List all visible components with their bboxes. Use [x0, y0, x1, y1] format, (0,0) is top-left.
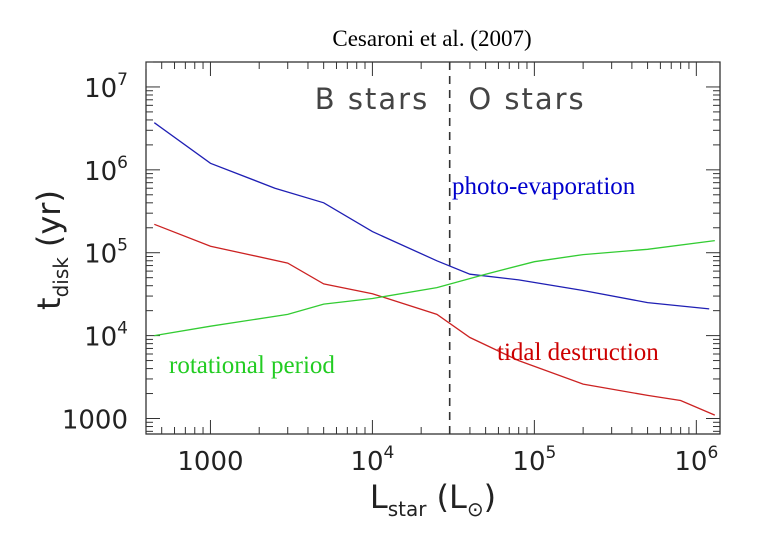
y-tick-label-3: 106 [84, 153, 128, 187]
y-tick-labels: 1000 104 105 106 107 [62, 70, 128, 436]
y-tick-label-1: 104 [84, 319, 128, 353]
series-label-photo-evaporation: photo-evaporation [452, 173, 636, 200]
y-tick-label-0: 1000 [62, 405, 128, 435]
x-tick-label-3: 106 [674, 443, 718, 477]
chart-title: Cesaroni et al. (2007) [332, 26, 531, 51]
x-axis-label-unit-open: (L [437, 478, 467, 516]
chart-figure: Cesaroni et al. (2007) B stars O stars p… [0, 0, 780, 540]
x-axis-label-sub: star [388, 497, 428, 521]
b-stars-label: B stars [315, 82, 429, 116]
y-axis-label-unit: (yr) [30, 190, 68, 247]
series-label-tidal-destruction: tidal destruction [497, 339, 659, 366]
x-axis-label-main: L [370, 478, 388, 516]
y-tick-label-4: 107 [84, 70, 128, 104]
series-label-rotational-period: rotational period [169, 352, 335, 379]
x-axis-label: Lstar (L⊙) [370, 478, 496, 521]
o-stars-label: O stars [468, 82, 585, 116]
x-tick-label-1: 104 [350, 443, 394, 477]
series-line-tidal-destruction [154, 224, 715, 415]
x-axis-label-unit-close: ) [484, 478, 496, 516]
series-line-rotational-period [154, 241, 715, 336]
x-tick-label-0: 1000 [177, 447, 243, 477]
y-tick-label-2: 105 [84, 236, 128, 270]
y-axis-label-sub: disk [49, 257, 73, 298]
y-axis-label-main: t [30, 297, 68, 310]
series-line-photo-evaporation [154, 123, 709, 309]
x-axis-label-unit-sym: ⊙ [467, 497, 484, 521]
x-tick-label-2: 105 [512, 443, 556, 477]
y-axis-label: tdisk (yr) [30, 190, 73, 310]
x-tick-labels: 1000 104 105 106 [177, 443, 718, 477]
